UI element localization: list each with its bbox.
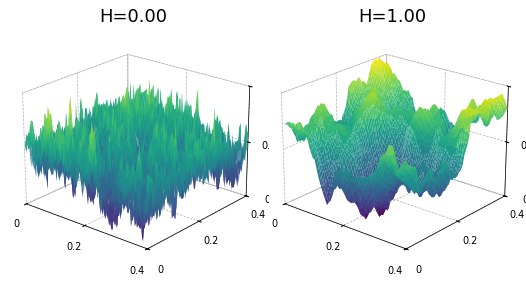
Title: H=0.00: H=0.00: [100, 8, 168, 26]
Title: H=1.00: H=1.00: [358, 8, 427, 26]
